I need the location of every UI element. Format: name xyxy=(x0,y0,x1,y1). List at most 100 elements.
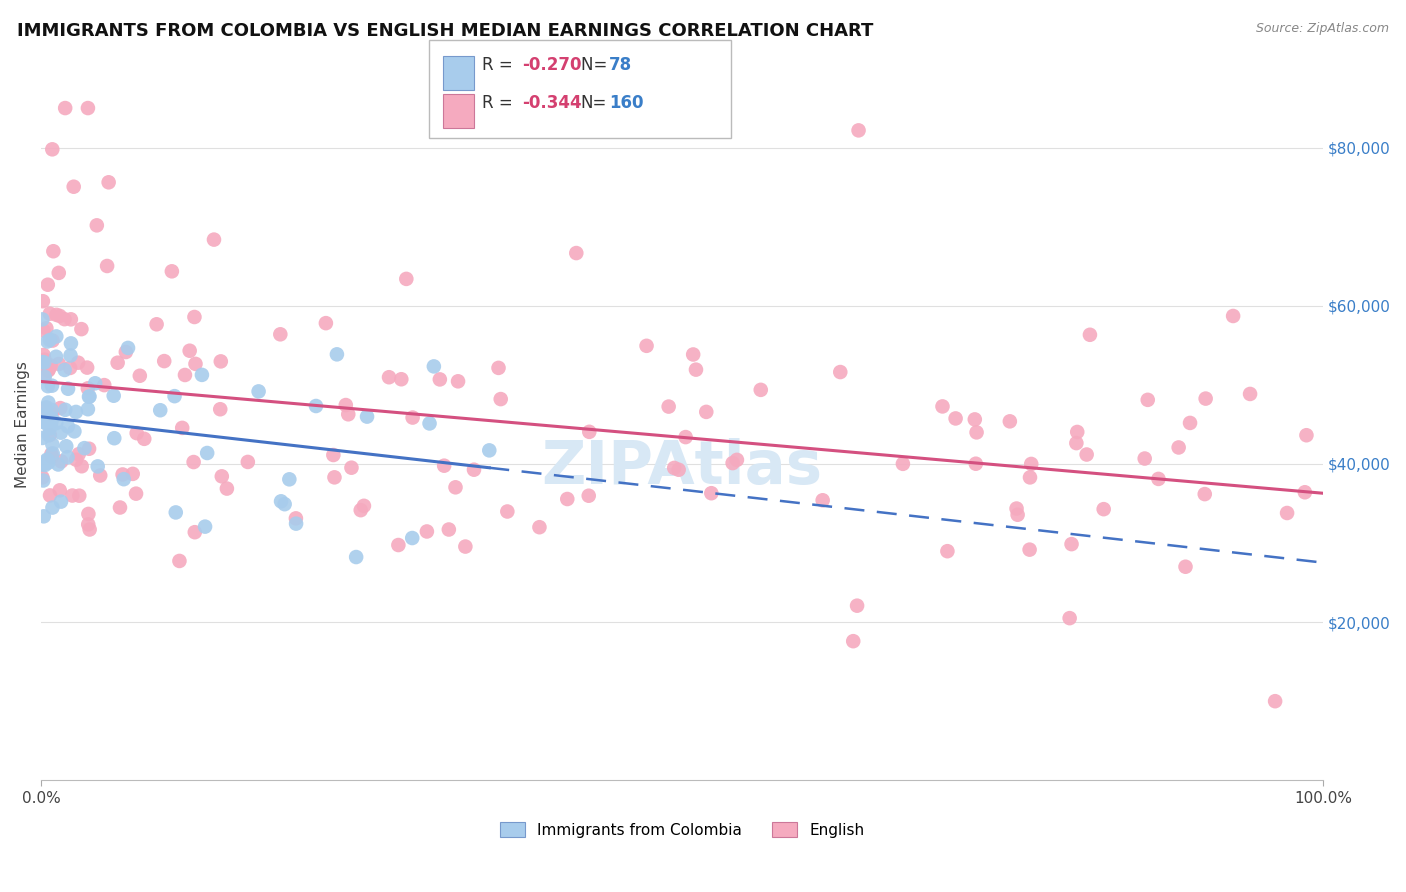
Point xyxy=(35,401,58,416)
Point xyxy=(31,408,53,422)
Point xyxy=(163,389,186,403)
Point xyxy=(63,425,86,439)
Point xyxy=(419,417,441,431)
Point xyxy=(337,407,360,421)
Point xyxy=(285,516,308,531)
Point xyxy=(429,372,451,386)
Point xyxy=(31,355,53,369)
Point xyxy=(34,352,56,367)
Point xyxy=(273,497,295,511)
Point xyxy=(211,469,233,483)
Point xyxy=(32,369,55,384)
Point xyxy=(1264,694,1286,708)
Point xyxy=(96,259,118,273)
Point xyxy=(37,456,59,470)
Point xyxy=(41,378,63,392)
Point xyxy=(149,403,172,417)
Point xyxy=(34,458,56,472)
Point xyxy=(353,499,375,513)
Point xyxy=(41,437,63,451)
Point xyxy=(53,101,76,115)
Point xyxy=(77,517,100,532)
Point xyxy=(37,415,59,429)
Point xyxy=(270,494,292,508)
Point xyxy=(125,426,148,441)
Point xyxy=(59,312,82,326)
Point xyxy=(966,425,988,440)
Point xyxy=(37,379,59,393)
Point xyxy=(1136,392,1159,407)
Point xyxy=(172,421,194,435)
Point xyxy=(195,446,218,460)
Point xyxy=(41,450,63,464)
Point xyxy=(1275,506,1298,520)
Point xyxy=(1178,416,1201,430)
Point xyxy=(111,467,134,482)
Point xyxy=(77,507,100,521)
Point xyxy=(165,505,187,519)
Point xyxy=(350,503,373,517)
Point xyxy=(695,405,717,419)
Point xyxy=(891,457,914,471)
Point xyxy=(86,459,108,474)
Point xyxy=(496,504,519,518)
Point xyxy=(1066,425,1088,439)
Point xyxy=(444,480,467,494)
Point xyxy=(247,384,270,399)
Point xyxy=(41,142,63,156)
Point xyxy=(160,264,183,278)
Point xyxy=(32,415,55,429)
Point xyxy=(965,457,987,471)
Point xyxy=(675,430,697,444)
Point xyxy=(38,307,60,321)
Point xyxy=(32,474,55,488)
Point xyxy=(48,309,70,323)
Point xyxy=(423,359,446,374)
Point xyxy=(725,453,748,467)
Point xyxy=(936,544,959,558)
Point xyxy=(1174,559,1197,574)
Point xyxy=(668,463,690,477)
Point xyxy=(77,442,100,456)
Point xyxy=(447,374,470,388)
Point xyxy=(55,439,77,453)
Point xyxy=(125,486,148,500)
Point xyxy=(108,500,131,515)
Point xyxy=(184,357,207,371)
Point xyxy=(664,461,686,475)
Text: 78: 78 xyxy=(609,56,631,74)
Point xyxy=(41,412,63,426)
Text: -0.270: -0.270 xyxy=(522,56,581,74)
Point xyxy=(555,491,578,506)
Point xyxy=(1239,387,1261,401)
Point xyxy=(1294,485,1316,500)
Point xyxy=(1019,470,1042,484)
Point xyxy=(945,411,967,425)
Point xyxy=(59,336,82,351)
Point xyxy=(387,538,409,552)
Point xyxy=(685,362,707,376)
Point xyxy=(209,354,232,368)
Point xyxy=(34,369,56,384)
Point xyxy=(46,458,69,472)
Point xyxy=(49,494,72,508)
Point xyxy=(35,401,58,415)
Point xyxy=(38,417,60,432)
Point xyxy=(31,431,53,445)
Text: Source: ZipAtlas.com: Source: ZipAtlas.com xyxy=(1256,22,1389,36)
Point xyxy=(454,540,477,554)
Point xyxy=(48,357,70,371)
Point xyxy=(134,432,156,446)
Point xyxy=(49,401,72,416)
Point xyxy=(115,345,138,359)
Point xyxy=(305,399,328,413)
Point xyxy=(183,455,205,469)
Point xyxy=(48,483,70,498)
Point xyxy=(62,179,84,194)
Point xyxy=(1066,436,1088,450)
Point xyxy=(183,310,205,324)
Point xyxy=(463,463,485,477)
Point xyxy=(79,389,101,403)
Point xyxy=(931,400,953,414)
Point xyxy=(51,454,73,468)
